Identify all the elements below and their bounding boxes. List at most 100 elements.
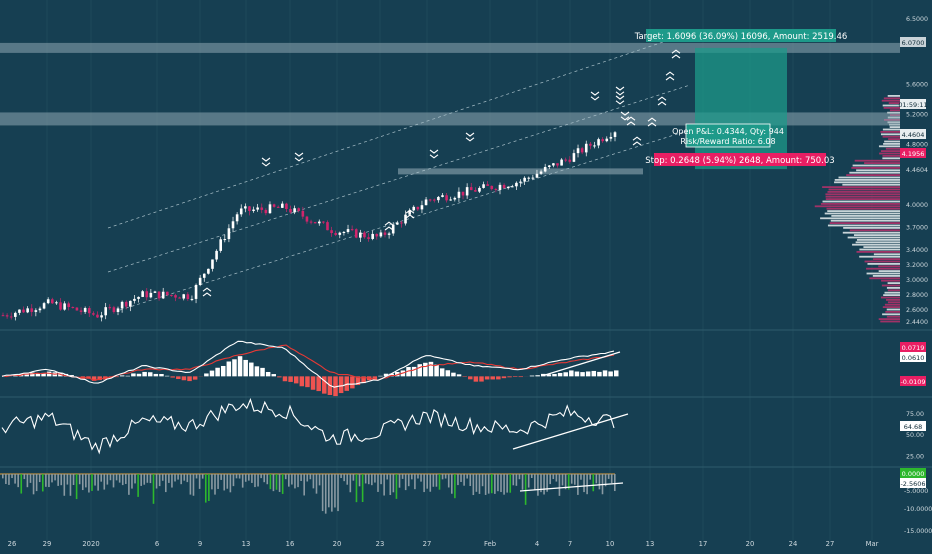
profile-bar: [830, 222, 900, 224]
osc-bar: [147, 474, 149, 483]
candle-body: [511, 186, 514, 187]
osc-bar: [45, 474, 47, 487]
osc-bar: [143, 474, 145, 485]
candle-body: [589, 144, 592, 146]
macd-histogram-bar: [204, 373, 209, 376]
candle-body: [129, 301, 132, 307]
macd-histogram-bar: [423, 363, 428, 377]
osc-bar: [137, 474, 139, 497]
candle-body: [544, 167, 547, 172]
candle-body: [133, 299, 136, 301]
profile-bar: [846, 174, 900, 176]
profile-bar: [887, 309, 900, 311]
osc-bar: [306, 474, 308, 481]
price-tick-label: 2.4400: [906, 319, 928, 326]
osc-bar: [383, 474, 385, 496]
profile-bar: [883, 105, 900, 107]
osc-bar: [340, 474, 342, 478]
osc-bar: [439, 474, 441, 490]
candle-body: [26, 308, 29, 312]
candle-body: [232, 221, 235, 228]
candle-body: [2, 315, 5, 316]
candle-body: [252, 210, 255, 211]
price-tag-clock: 01:59:11: [898, 99, 927, 109]
macd-histogram-bar: [586, 371, 591, 376]
osc-bar: [614, 474, 616, 491]
profile-bar: [882, 313, 900, 315]
osc-bar: [589, 474, 591, 480]
macd-histogram-bar: [266, 372, 271, 376]
candle-body: [47, 299, 50, 303]
osc-bar: [70, 474, 72, 496]
osc-bar: [319, 474, 321, 485]
stop-label[interactable]: Stop: 0.2648 (5.94%) 2648, Amount: 750.0…: [645, 153, 834, 166]
candle-body: [581, 148, 584, 152]
profile-bar: [864, 162, 900, 164]
candle-body: [187, 294, 190, 299]
pnl-line-1: Open P&L: 0.4344, Qty: 944: [672, 127, 784, 136]
candle-body: [478, 188, 481, 192]
candle-body: [388, 233, 391, 234]
profile-bar: [843, 227, 900, 229]
price-tick-label: 6.5000: [906, 16, 928, 23]
osc-bar: [159, 474, 161, 486]
candle-body: [178, 298, 181, 299]
time-tick-label: 6: [155, 540, 159, 548]
target-label[interactable]: Target: 1.6096 (36.09%) 16096, Amount: 2…: [634, 29, 848, 42]
osc-bar: [82, 474, 84, 490]
candle-body: [182, 294, 185, 298]
osc-bar: [131, 474, 133, 489]
candle-body: [605, 139, 608, 141]
osc-bar: [270, 474, 272, 489]
macd-histogram-bar: [490, 376, 495, 379]
osc-bar: [399, 474, 401, 488]
macd-histogram-bar: [412, 367, 417, 376]
pnl-label[interactable]: Open P&L: 0.4344, Qty: 944 Risk/Reward R…: [672, 124, 784, 147]
profile-bar: [888, 282, 900, 284]
time-tick-label: 17: [699, 540, 708, 548]
target-zone[interactable]: [695, 48, 787, 169]
profile-bar: [856, 241, 900, 243]
candle-body: [355, 229, 358, 237]
macd-histogram-bar: [176, 376, 181, 379]
profile-bar: [866, 268, 900, 270]
macd-histogram-bar: [255, 366, 260, 376]
osc-bar: [583, 474, 585, 492]
osc-bar: [393, 474, 395, 492]
rsi-tick-label: 75.00: [906, 411, 924, 418]
osc-bar: [482, 474, 484, 486]
candle-body: [265, 210, 268, 213]
candle-body: [150, 293, 153, 297]
profile-bar: [827, 208, 900, 210]
macd-histogram-bar: [227, 361, 232, 376]
osc-bar: [463, 474, 465, 486]
candle-body: [437, 197, 440, 200]
profile-bar: [825, 193, 900, 195]
osc-bar: [537, 474, 539, 496]
candle-body: [367, 237, 370, 239]
price-tick-label: 4.8000: [906, 142, 928, 149]
candle-body: [273, 204, 276, 207]
macd-histogram-bar: [311, 376, 316, 389]
macd-histogram-bar: [451, 373, 456, 377]
osc-bar: [42, 474, 44, 491]
osc-bar: [279, 474, 281, 492]
candle-body: [137, 297, 140, 299]
candle-body: [503, 185, 506, 188]
osc-bar: [442, 474, 444, 479]
osc-bar: [436, 474, 438, 487]
osc-bar: [497, 474, 499, 491]
macd-histogram-bar: [434, 365, 439, 377]
candle-body: [486, 184, 489, 186]
osc-bar: [24, 474, 26, 479]
profile-bar: [882, 285, 900, 287]
profile-bar: [890, 126, 900, 128]
macd-histogram-bar: [378, 376, 383, 377]
candle-body: [573, 153, 576, 162]
time-tick-label: 4: [535, 540, 539, 548]
candle-body: [76, 308, 79, 311]
time-tick-label: 24: [789, 540, 798, 548]
osc-bar: [451, 474, 453, 494]
